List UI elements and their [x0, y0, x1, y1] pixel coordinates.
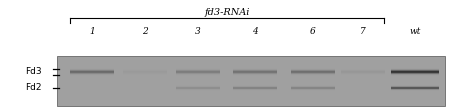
Bar — [70, 73, 114, 74]
Bar — [233, 90, 277, 91]
Bar — [123, 73, 167, 74]
Bar — [233, 85, 277, 86]
Bar — [391, 85, 439, 86]
Bar — [291, 89, 335, 90]
Bar — [391, 71, 439, 72]
Bar — [291, 90, 335, 91]
Bar — [391, 89, 439, 90]
Bar — [233, 72, 277, 73]
Bar — [233, 75, 277, 76]
Bar — [233, 73, 277, 74]
Bar — [233, 87, 277, 88]
Bar — [291, 70, 335, 71]
Text: 6: 6 — [310, 27, 316, 37]
Bar — [391, 72, 439, 73]
Bar — [341, 71, 385, 72]
Bar — [176, 70, 220, 71]
Bar — [291, 87, 335, 88]
Bar — [341, 75, 385, 76]
Text: wt: wt — [410, 27, 421, 37]
Bar — [70, 75, 114, 76]
Text: 2: 2 — [142, 27, 148, 37]
Bar — [391, 68, 439, 69]
Bar — [391, 86, 439, 87]
Bar — [123, 74, 167, 75]
Bar — [70, 70, 114, 71]
Text: Fd2: Fd2 — [26, 83, 42, 93]
Bar — [341, 69, 385, 70]
Bar — [341, 74, 385, 75]
Bar — [123, 70, 167, 71]
Text: 7: 7 — [360, 27, 366, 37]
Bar — [176, 72, 220, 73]
Bar — [291, 74, 335, 75]
Bar — [391, 87, 439, 88]
Bar — [233, 70, 277, 71]
Bar — [123, 75, 167, 76]
Bar — [341, 73, 385, 74]
Bar — [391, 75, 439, 76]
Bar — [176, 73, 220, 74]
Bar — [176, 88, 220, 89]
Bar — [176, 71, 220, 72]
Bar — [291, 85, 335, 86]
Bar — [391, 73, 439, 74]
Bar — [391, 69, 439, 70]
Bar — [176, 75, 220, 76]
Text: Fd3: Fd3 — [25, 67, 42, 77]
Bar — [176, 86, 220, 87]
Bar — [291, 69, 335, 70]
Bar — [291, 71, 335, 72]
Bar — [391, 74, 439, 75]
Bar — [176, 68, 220, 69]
Bar — [233, 74, 277, 75]
Bar — [233, 88, 277, 89]
Bar — [176, 69, 220, 70]
Text: fd3-RNAi: fd3-RNAi — [204, 8, 250, 17]
Bar — [291, 88, 335, 89]
Bar — [123, 69, 167, 70]
Bar — [176, 85, 220, 86]
Bar — [341, 72, 385, 73]
Bar — [291, 86, 335, 87]
Bar — [291, 72, 335, 73]
Bar — [176, 87, 220, 88]
Bar — [233, 86, 277, 87]
Bar — [176, 89, 220, 90]
Bar — [341, 70, 385, 71]
Bar — [57, 56, 445, 106]
Bar — [70, 72, 114, 73]
Bar — [233, 71, 277, 72]
Bar — [123, 72, 167, 73]
Bar — [291, 75, 335, 76]
Bar — [70, 69, 114, 70]
Bar — [70, 68, 114, 69]
Bar — [341, 68, 385, 69]
Bar — [391, 70, 439, 71]
Bar — [391, 88, 439, 89]
Bar — [291, 68, 335, 69]
Bar — [291, 73, 335, 74]
Text: 3: 3 — [195, 27, 201, 37]
Text: 4: 4 — [252, 27, 258, 37]
Bar — [176, 90, 220, 91]
Bar — [123, 68, 167, 69]
Bar — [233, 89, 277, 90]
Bar — [123, 71, 167, 72]
Bar — [70, 74, 114, 75]
Bar — [233, 69, 277, 70]
Bar — [391, 90, 439, 91]
Bar — [70, 71, 114, 72]
Bar — [233, 68, 277, 69]
Text: 1: 1 — [89, 27, 95, 37]
Bar — [176, 74, 220, 75]
